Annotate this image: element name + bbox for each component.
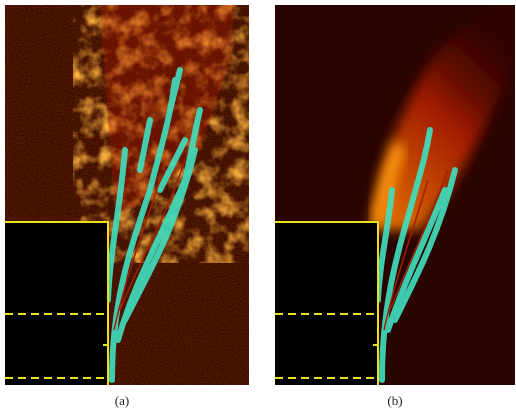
panel-a-image (5, 5, 249, 385)
panel-label: (b) (387, 393, 402, 408)
panel-b-image (275, 5, 515, 385)
panel-label: (a) (115, 393, 129, 408)
